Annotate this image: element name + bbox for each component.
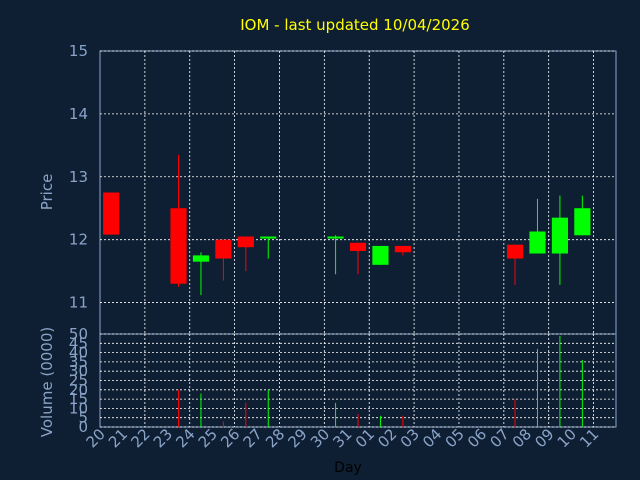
x-ticks: 2021222324252627282930310102030405060708… [83,425,603,451]
chart-title: IOM - last updated 10/04/2026 [240,16,470,34]
volume-y-tick-label: 30 [69,362,88,380]
candle-body [551,217,568,254]
candle-09 [551,195,568,285]
volume-y-tick-label: 25 [69,372,88,390]
candle-body [192,255,210,262]
volume-bars [178,335,583,427]
candle-24 [192,252,210,296]
volume-y-tick-label: 5 [78,409,88,427]
candle-body [529,231,546,254]
candle-10 [574,195,591,236]
candle-body [506,244,524,259]
volume-y-tick-label: 50 [69,325,88,343]
volume-grid [99,333,617,428]
candle-body [372,245,389,265]
volume-y-tick-label: 10 [69,399,88,417]
volume-y-tick-label: 40 [69,344,88,362]
x-tick-label-11: 11 [576,425,602,451]
volume-y-tick-label: 45 [69,334,88,352]
price-plot-area [99,50,617,335]
candle-20 [103,192,120,235]
price-y-tick-label: 12 [69,231,88,249]
candle-body [574,208,591,236]
candle-body [327,236,344,239]
candle-body [103,192,120,235]
price-y-tick-label: 11 [69,294,88,312]
volume-y-tick-label: 0 [78,418,88,436]
candle-02 [394,245,411,256]
candle-31 [349,242,367,275]
volume-axis-label: Volume (0000) [38,327,56,437]
candle-25 [215,239,232,281]
candle-body [215,239,232,259]
price-y-ticks: 11 12 13 14 15 [69,42,88,312]
candle-27 [260,236,277,259]
candle-30 [327,235,344,275]
candle-23 [170,154,187,287]
candles [103,154,591,296]
volume-y-tick-label: 20 [69,381,88,399]
price-grid [99,50,617,335]
price-axis-label: Price [38,174,56,211]
volume-y-tick-label: 15 [69,390,88,408]
candle-body [237,236,254,248]
candle-01 [372,245,389,265]
candle-26 [237,236,254,272]
volume-y-tick-label: 35 [69,353,88,371]
x-axis-label: Day [334,460,362,476]
candle-body [394,245,411,253]
price-y-tick-label: 14 [69,105,88,123]
price-y-tick-label: 15 [69,42,88,60]
candle-body [260,236,277,239]
candle-body [349,242,367,251]
candle-07 [506,244,524,285]
price-y-tick-label: 13 [69,168,88,186]
candle-08 [529,198,546,254]
candle-body [170,208,187,284]
